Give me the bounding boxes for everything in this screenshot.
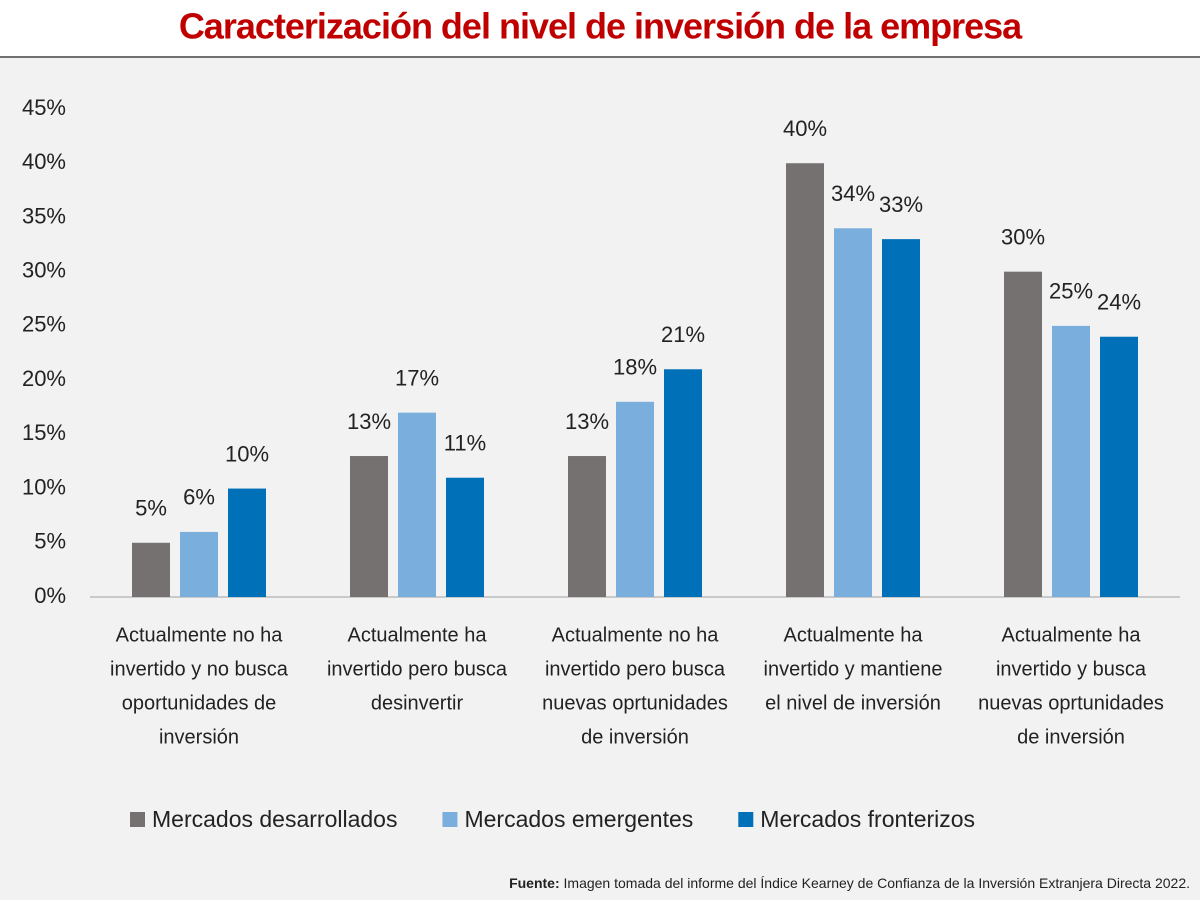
y-tick-label: 25% — [22, 312, 66, 337]
x-tick-label: nuevas oprtunidades — [542, 692, 728, 714]
x-tick-label: de inversión — [581, 726, 689, 748]
value-label: 10% — [225, 441, 269, 466]
bar — [616, 401, 654, 597]
y-tick-label: 40% — [22, 149, 66, 174]
source-note: Fuente: Imagen tomada del informe del Ín… — [509, 875, 1190, 891]
bar — [180, 531, 218, 597]
bar — [882, 239, 920, 597]
legend-label: Mercados emergentes — [464, 806, 693, 832]
y-tick-label: 45% — [22, 95, 66, 120]
value-label: 33% — [879, 192, 923, 217]
bar — [834, 228, 872, 598]
bar — [1004, 271, 1042, 597]
x-tick-label: oportunidades de — [122, 692, 277, 714]
bar — [398, 412, 436, 597]
x-tick-label: desinvertir — [371, 692, 464, 714]
value-label: 6% — [183, 485, 215, 510]
x-tick-label: Actualmente ha — [784, 624, 924, 646]
legend-label: Mercados desarrollados — [152, 806, 397, 832]
value-label: 5% — [135, 496, 167, 521]
legend-swatch — [130, 812, 145, 827]
y-tick-label: 10% — [22, 474, 66, 499]
x-tick-label: invertido y busca — [996, 658, 1147, 680]
x-tick-label: invertido y no busca — [110, 658, 289, 680]
chart-title: Caracterización del nivel de inversión d… — [179, 6, 1023, 47]
legend-swatch — [442, 812, 458, 827]
value-label: 30% — [1001, 224, 1045, 249]
y-tick-label: 30% — [22, 257, 66, 282]
x-tick-label: Actualmente ha — [348, 624, 488, 646]
x-tick-label: inversión — [159, 726, 239, 748]
x-tick-label: Actualmente no ha — [552, 624, 720, 646]
bar — [228, 488, 266, 597]
x-tick-label: invertido pero busca — [545, 658, 726, 680]
x-tick-label: el nivel de inversión — [765, 692, 941, 714]
y-tick-label: 15% — [22, 420, 66, 445]
y-tick-label: 20% — [22, 366, 66, 391]
bar — [446, 477, 484, 597]
bar — [664, 369, 702, 597]
bar — [1052, 325, 1090, 597]
value-label: 21% — [661, 322, 705, 347]
value-label: 40% — [783, 116, 827, 141]
bar — [350, 456, 388, 597]
source-label: Fuente: — [509, 875, 560, 891]
legend-label: Mercados fronterizos — [760, 806, 975, 832]
legend-swatch — [738, 812, 754, 827]
bar — [786, 163, 824, 597]
value-label: 17% — [395, 365, 439, 390]
bar — [132, 542, 170, 597]
x-tick-label: invertido y mantiene — [764, 658, 943, 680]
legend: Mercados desarrollados Mercados emergente… — [130, 806, 975, 832]
value-label: 34% — [831, 181, 875, 206]
x-tick-label: Actualmente ha — [1002, 624, 1142, 646]
x-tick-label: nuevas oprtunidades — [978, 692, 1164, 714]
value-label: 13% — [347, 409, 391, 434]
y-tick-label: 0% — [34, 583, 66, 608]
value-label: 13% — [565, 409, 609, 434]
value-label: 11% — [444, 431, 486, 456]
bar — [568, 456, 606, 597]
source-text: Imagen tomada del informe del Índice Kea… — [564, 875, 1190, 891]
value-label: 24% — [1097, 290, 1141, 315]
x-tick-label: de inversión — [1017, 726, 1125, 748]
x-tick-label: invertido pero busca — [327, 658, 508, 680]
title-band — [0, 0, 1200, 57]
value-label: 18% — [613, 355, 657, 380]
value-label: 25% — [1049, 279, 1093, 304]
bar — [1100, 336, 1138, 597]
x-tick-label: Actualmente no ha — [116, 624, 284, 646]
y-tick-label: 5% — [34, 529, 66, 554]
y-tick-label: 35% — [22, 203, 66, 228]
